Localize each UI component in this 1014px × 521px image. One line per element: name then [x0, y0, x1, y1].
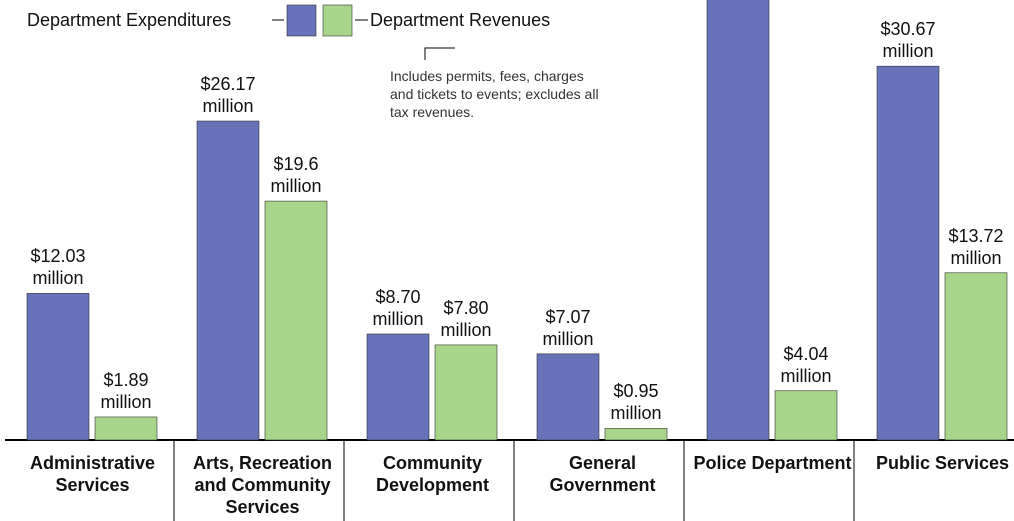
bar [264, 200, 328, 441]
data-label: $4.04 million [780, 343, 832, 386]
bar [536, 353, 600, 441]
data-label: $7.07 million [542, 306, 594, 349]
bar [94, 416, 158, 441]
data-label: $30.67 million [880, 19, 936, 62]
data-label: $26.17 million [200, 74, 256, 117]
bar [604, 428, 668, 441]
x-tick-label: Police Department [693, 453, 852, 473]
legend-swatch [286, 4, 317, 37]
bar [706, 0, 770, 441]
bar [944, 272, 1008, 441]
annotation: Includes permits, fees, charges and tick… [390, 68, 599, 120]
bar [876, 65, 940, 441]
legend-label: Department Expenditures [27, 10, 232, 30]
x-tick-label: Arts, Recreation and Community Services [192, 453, 333, 517]
annotation-bracket [424, 47, 455, 60]
data-label: $8.70 million [372, 286, 424, 329]
x-tick-label: Public Services [875, 453, 1010, 473]
data-label: $7.80 million [440, 297, 492, 340]
legend-swatch [322, 4, 353, 37]
bar [26, 293, 90, 441]
bar [434, 344, 498, 441]
data-label: $19.6 million [270, 154, 322, 197]
bar [366, 333, 430, 441]
bar [774, 390, 838, 441]
data-label: $13.72 million [948, 225, 1004, 268]
x-tick-label: Administrative Services [29, 453, 156, 495]
x-tick-label: Community Development [375, 453, 490, 495]
x-tick-label: General Government [549, 453, 656, 495]
bar [196, 120, 260, 441]
data-label: $12.03 million [30, 246, 86, 289]
legend-label: Department Revenues [370, 10, 551, 30]
data-label: $1.89 million [100, 369, 152, 412]
data-label: $0.95 million [610, 381, 662, 424]
